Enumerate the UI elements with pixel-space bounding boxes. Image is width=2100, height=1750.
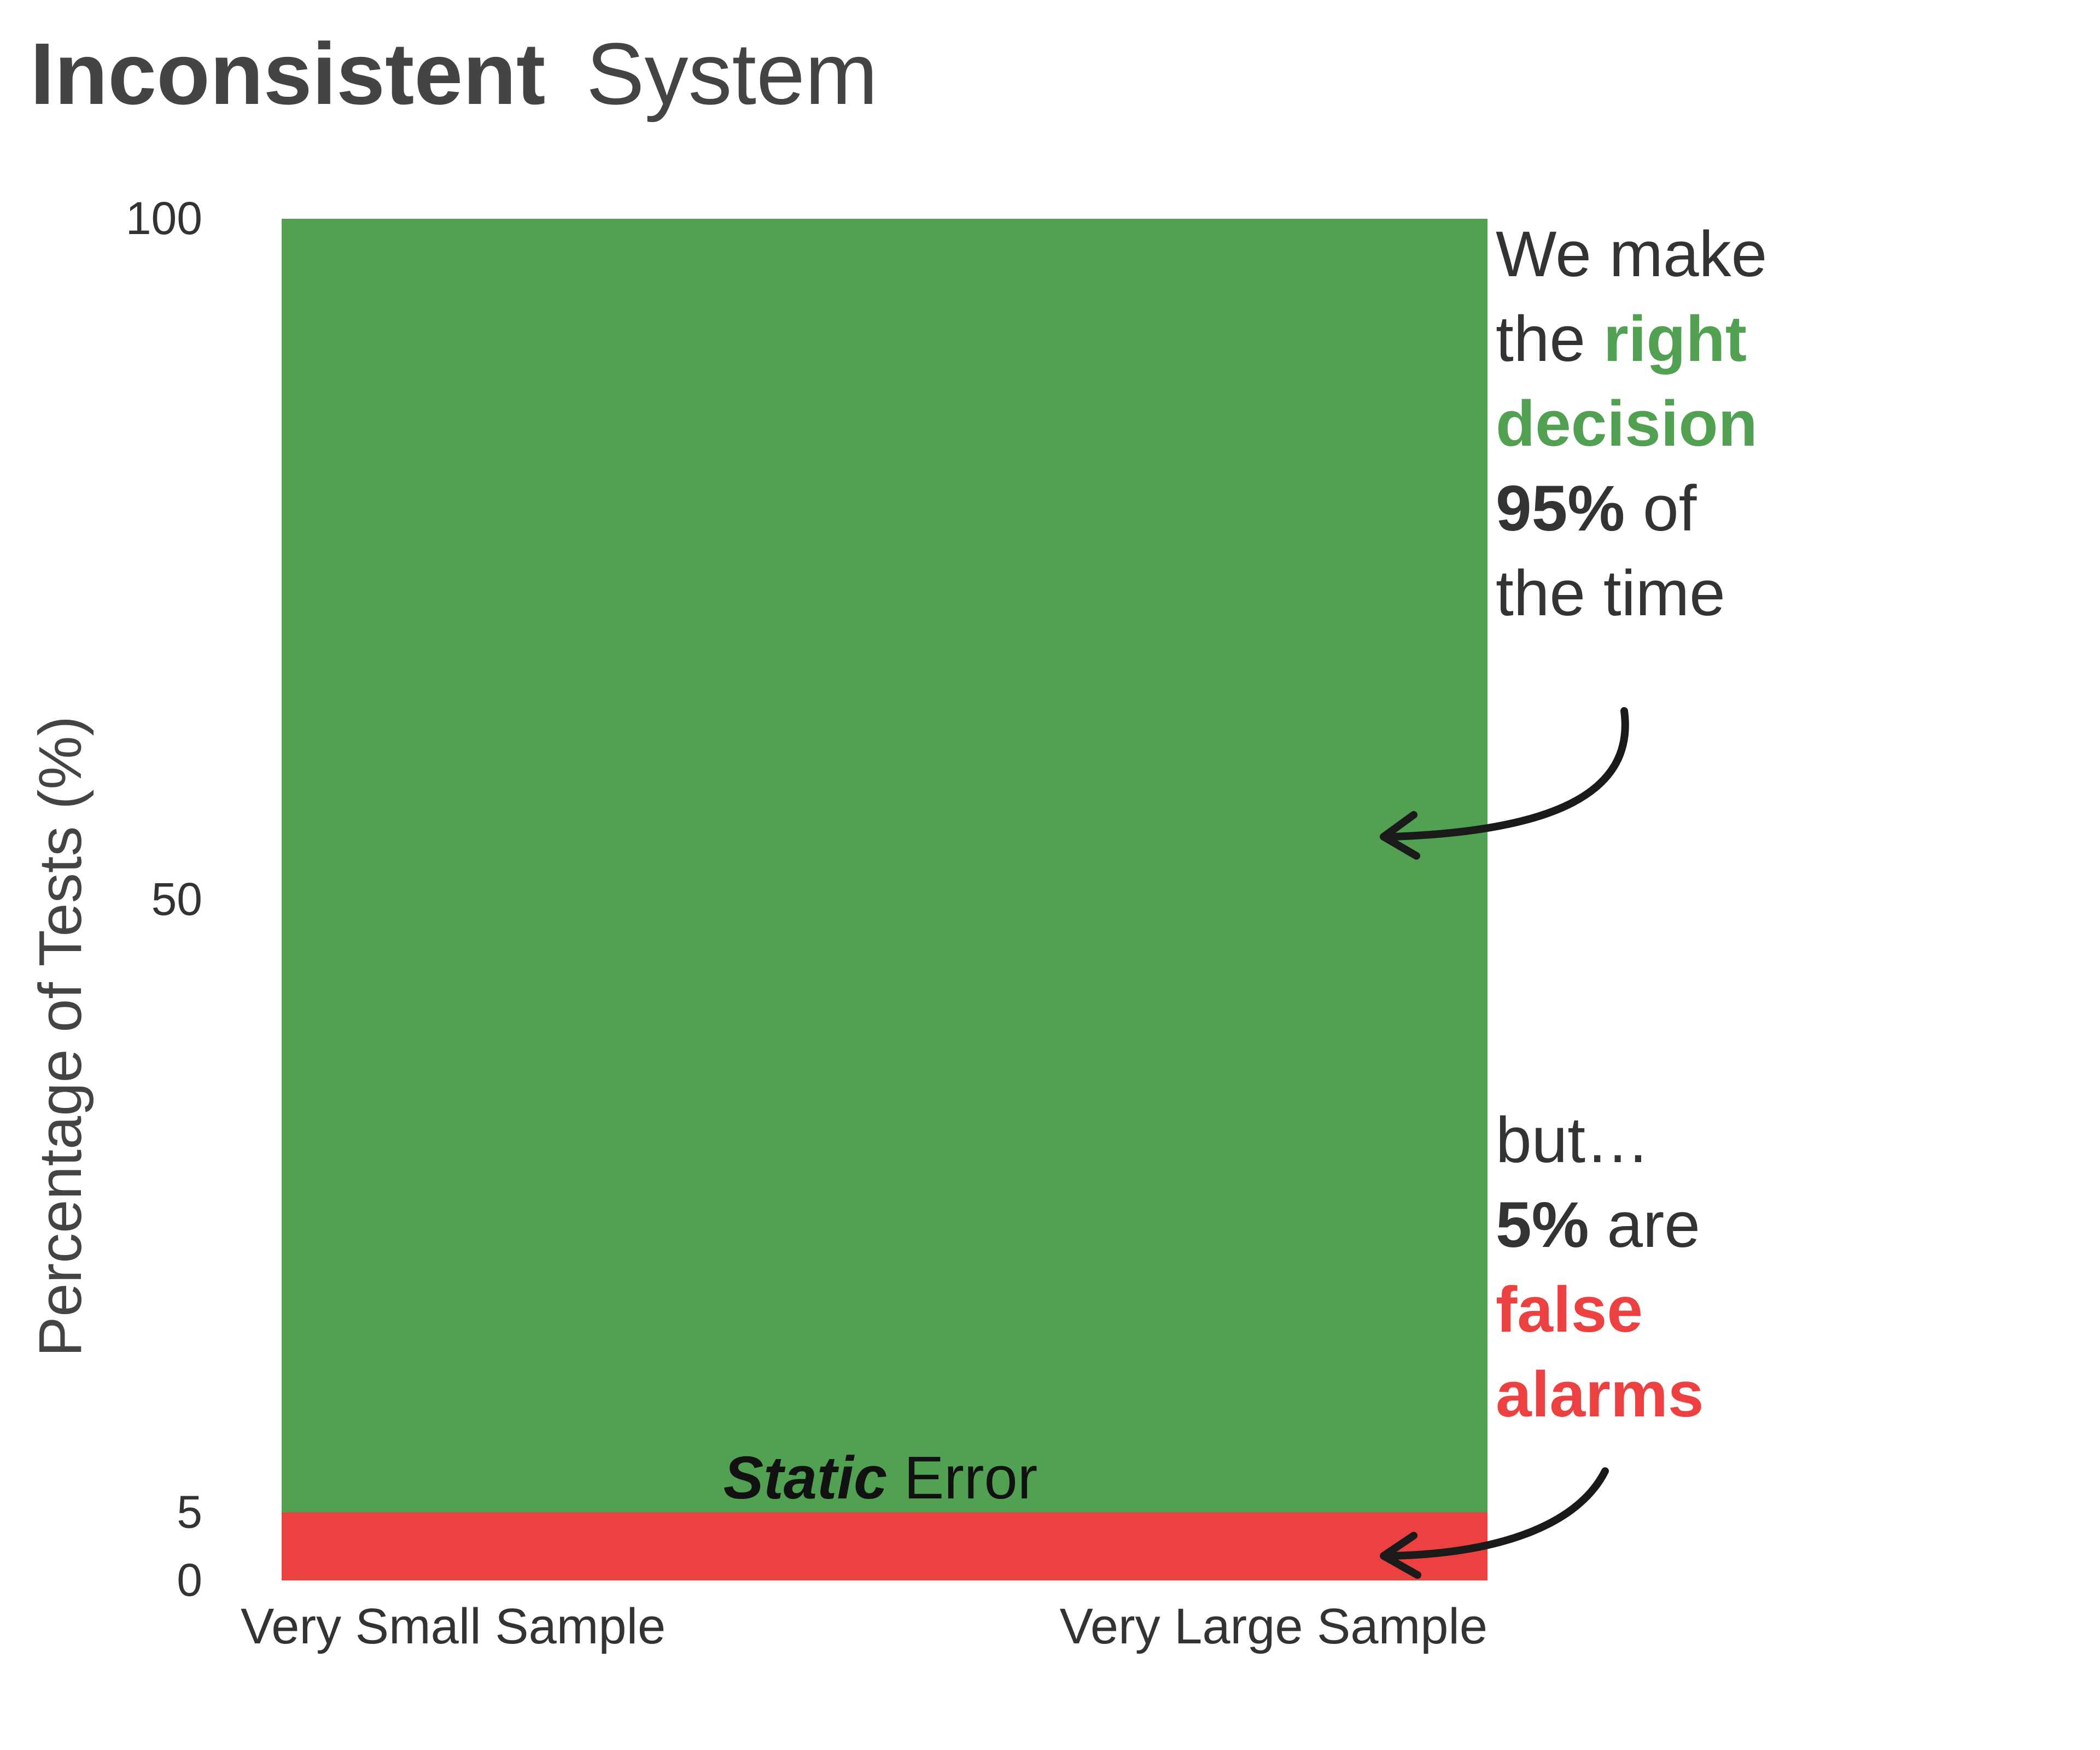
annotation-segment: decision xyxy=(1496,388,1758,460)
annotation-segment: 5% xyxy=(1496,1189,1589,1261)
correct-decision-area xyxy=(282,219,1488,1513)
chart-title-regular: System xyxy=(586,25,878,122)
annotation-line: the time xyxy=(1496,557,1725,629)
static-error-bold: Static xyxy=(724,1444,888,1512)
annotation-segment: right xyxy=(1603,303,1747,375)
annotation-line: but… xyxy=(1496,1104,1650,1176)
annotation-false-alarms: but… 5% are false alarms xyxy=(1496,1104,1704,1431)
arrowhead-error-icon xyxy=(1380,1532,1421,1579)
y-tick-label: 100 xyxy=(126,192,202,244)
annotation-segment: false xyxy=(1496,1274,1643,1346)
x-tick-label: Very Large Sample xyxy=(1060,1599,1488,1654)
annotation-line: false xyxy=(1496,1274,1643,1346)
error-area xyxy=(282,1512,1488,1580)
annotation-line: 95% of xyxy=(1496,472,1697,545)
y-tick-label: 50 xyxy=(151,873,202,925)
plot-area xyxy=(282,219,1488,1580)
annotation-line: alarms xyxy=(1496,1358,1704,1431)
annotation-segment: the time xyxy=(1496,557,1725,629)
annotation-segment: but… xyxy=(1496,1104,1650,1176)
y-axis-label: Percentage of Tests (%) xyxy=(27,716,94,1357)
y-axis: 0 5 50 100 xyxy=(126,192,202,1606)
annotation-segment: are xyxy=(1589,1189,1700,1261)
annotation-line: the right xyxy=(1496,303,1747,375)
annotation-segment: the xyxy=(1496,303,1603,375)
static-error-regular: Error xyxy=(887,1444,1037,1512)
arrow-to-correct-region xyxy=(1388,707,1629,841)
y-tick-label: 0 xyxy=(177,1554,202,1606)
annotation-line: 5% are xyxy=(1496,1189,1700,1261)
annotation-right-decision: We make the right decision 95% of the time xyxy=(1496,218,1767,629)
y-tick-label: 5 xyxy=(177,1486,202,1538)
arrow-to-error-region xyxy=(1388,1467,1609,1560)
static-error-label: Static Error xyxy=(724,1444,1038,1512)
arrowhead-correct-icon xyxy=(1380,811,1420,860)
annotation-segment: of xyxy=(1625,472,1696,545)
chart-title: Inconsistent System xyxy=(30,25,878,122)
annotation-segment: alarms xyxy=(1496,1358,1704,1431)
chart-title-bold: Inconsistent xyxy=(30,25,545,122)
x-axis: Very Small Sample Very Large Sample xyxy=(241,1599,1488,1654)
x-tick-label: Very Small Sample xyxy=(241,1599,666,1654)
annotation-segment: 95% xyxy=(1496,472,1625,545)
annotation-line: decision xyxy=(1496,388,1758,460)
annotation-segment: We make xyxy=(1496,218,1767,290)
annotation-line: We make xyxy=(1496,218,1767,290)
